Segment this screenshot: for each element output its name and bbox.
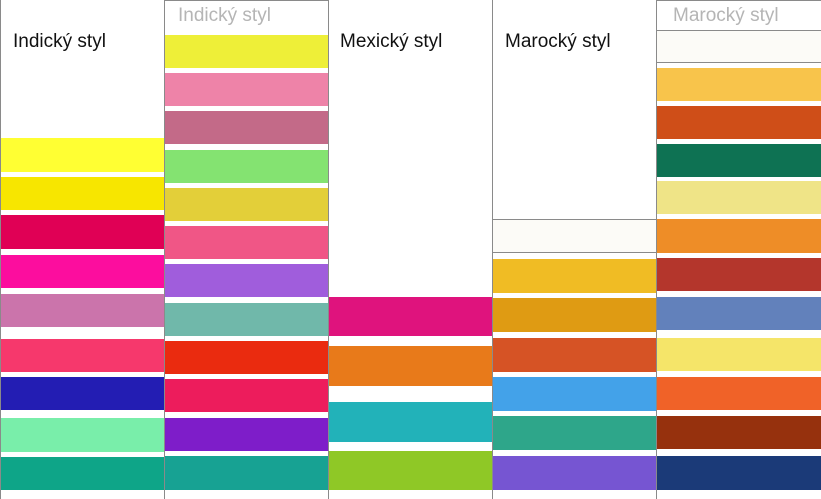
color-swatch xyxy=(657,144,821,177)
color-swatch xyxy=(657,338,821,371)
palette-title: Marocký styl xyxy=(673,5,779,26)
color-swatch xyxy=(0,138,165,172)
color-swatch xyxy=(165,456,329,490)
frame-line xyxy=(165,0,328,1)
palette-title: Marocký styl xyxy=(505,31,611,52)
palette-column-indian-2: Indický styl xyxy=(165,0,329,499)
color-swatch xyxy=(165,341,329,374)
color-swatch xyxy=(0,255,165,288)
color-swatch xyxy=(0,177,165,210)
color-swatch xyxy=(0,215,165,249)
color-swatch xyxy=(165,111,329,144)
column-divider xyxy=(656,0,657,499)
color-swatch xyxy=(329,346,493,386)
color-swatch xyxy=(657,258,821,291)
color-swatch xyxy=(329,451,493,490)
color-swatch xyxy=(0,294,165,327)
palette-title: Mexický styl xyxy=(340,31,443,52)
color-swatch xyxy=(657,181,821,214)
column-divider xyxy=(164,0,165,499)
color-swatch xyxy=(657,30,821,63)
color-swatch xyxy=(0,377,165,410)
palette-title: Indický styl xyxy=(178,5,271,26)
color-swatch xyxy=(0,418,165,452)
color-swatch xyxy=(329,297,493,336)
color-swatch xyxy=(657,106,821,139)
color-swatch xyxy=(657,456,821,490)
color-swatch xyxy=(165,418,329,451)
color-swatch xyxy=(165,226,329,259)
color-swatch xyxy=(165,303,329,336)
palette-column-moroccan-1: Marocký styl xyxy=(493,0,657,499)
color-swatch xyxy=(0,339,165,372)
frame-line xyxy=(657,0,821,1)
color-swatch xyxy=(165,73,329,106)
color-swatch xyxy=(329,402,493,442)
color-swatch xyxy=(493,298,657,332)
column-divider xyxy=(0,0,1,499)
color-swatch xyxy=(493,377,657,411)
color-swatch xyxy=(165,379,329,412)
column-divider xyxy=(492,0,493,499)
color-swatch xyxy=(657,297,821,330)
palette-column-indian-1: Indický styl xyxy=(0,0,165,499)
color-swatch xyxy=(493,220,657,253)
color-swatch xyxy=(657,68,821,101)
color-swatch xyxy=(493,416,657,450)
color-swatch xyxy=(165,264,329,297)
color-swatch xyxy=(657,416,821,449)
color-swatch xyxy=(165,150,329,183)
color-swatch xyxy=(0,457,165,490)
color-swatch xyxy=(165,35,329,68)
color-swatch xyxy=(165,188,329,221)
palette-column-mexican: Mexický styl xyxy=(329,0,493,499)
color-swatch xyxy=(493,456,657,490)
palette-column-moroccan-2: Marocký styl xyxy=(657,0,821,499)
column-divider xyxy=(328,0,329,499)
palette-title: Indický styl xyxy=(13,31,106,52)
frame-line xyxy=(493,219,656,220)
color-swatch xyxy=(493,338,657,372)
color-swatch xyxy=(493,259,657,293)
color-swatch xyxy=(657,219,821,253)
color-swatch xyxy=(657,377,821,410)
